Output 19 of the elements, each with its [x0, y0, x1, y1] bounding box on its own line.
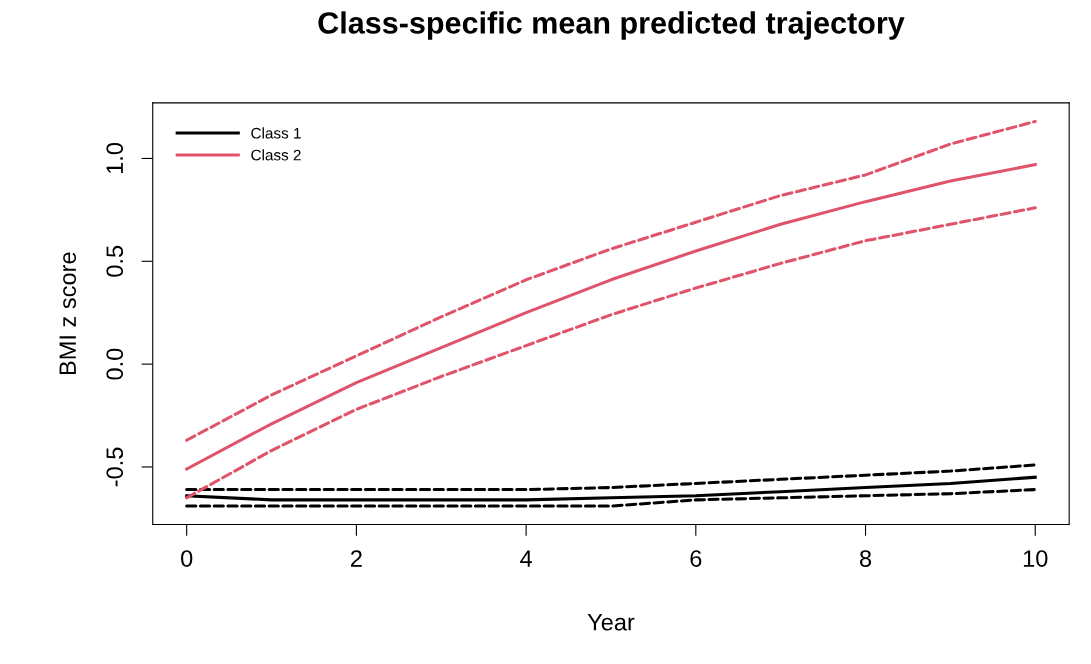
y-tick-label: 1.0	[106, 142, 124, 174]
x-tick-label: 6	[690, 550, 702, 567]
y-tick-label: 0.5	[106, 245, 124, 277]
line-series	[185, 463, 1037, 492]
x-tick-label: 4	[520, 550, 532, 567]
chart-title: Class-specific mean predicted trajectory	[318, 11, 905, 40]
x-tick-label: 10	[1023, 550, 1048, 567]
legend-label: Class 1	[251, 127, 301, 139]
x-tick-label: 0	[181, 550, 193, 567]
y-tick-label: 0.0	[106, 348, 124, 380]
x-tick-label: 2	[351, 550, 362, 567]
y-axis-title: BMI z score	[59, 252, 77, 375]
y-tick-label: -0.5	[106, 447, 124, 487]
line-series	[185, 119, 1037, 442]
line-series	[185, 206, 1037, 500]
x-tick-label: 8	[859, 550, 872, 567]
line-series	[185, 163, 1037, 471]
legend-label: Class 2	[251, 149, 301, 161]
x-axis-title: Year	[587, 614, 635, 631]
